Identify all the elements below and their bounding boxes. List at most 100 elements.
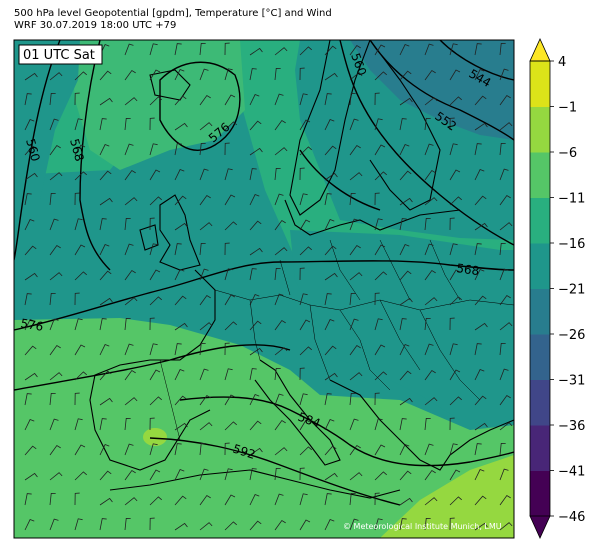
wind-barb xyxy=(274,167,281,181)
contour-low-scandinavia xyxy=(299,149,381,211)
wind-barb xyxy=(449,317,455,331)
wind-barb xyxy=(149,243,158,256)
wind-barb xyxy=(474,495,487,506)
colorbar-band--11 to -6 xyxy=(530,152,550,198)
contour-584 xyxy=(179,396,514,467)
wind-barb xyxy=(174,495,187,506)
map-frame xyxy=(13,39,515,539)
wind-barb xyxy=(374,218,383,231)
wind-barb xyxy=(424,343,434,356)
wind-barb xyxy=(149,417,155,431)
wind-barb xyxy=(99,244,110,256)
wind-barb xyxy=(274,93,284,106)
wind-barb xyxy=(474,295,487,306)
wind-barb xyxy=(74,318,83,331)
wind-barb xyxy=(49,445,61,456)
wind-barb xyxy=(149,443,158,456)
colorbar-tick-label: −11 xyxy=(558,192,585,207)
wind-barb xyxy=(474,469,485,481)
wind-barb xyxy=(224,394,236,406)
wind-barb xyxy=(499,222,513,231)
wind-barb xyxy=(174,43,182,56)
wind-barb xyxy=(124,197,138,206)
wind-barb xyxy=(224,521,237,531)
coastlines xyxy=(89,40,514,499)
wind-barb xyxy=(274,447,288,456)
wind-barb xyxy=(424,317,431,331)
wind-barb xyxy=(174,369,185,381)
wind-barb xyxy=(274,193,284,206)
wind-barb xyxy=(249,68,257,81)
wind-barb xyxy=(249,447,263,456)
wind-barb xyxy=(199,95,211,106)
colorbar-tick-label: −46 xyxy=(558,510,585,525)
colorbar-band--21 to -16 xyxy=(530,243,550,289)
wind-barb xyxy=(49,118,59,131)
temperature-band-west-cold xyxy=(14,40,80,230)
wind-barb xyxy=(474,443,482,456)
contour-560-west xyxy=(14,40,61,261)
wind-barb xyxy=(274,267,281,281)
wind-barb xyxy=(324,319,335,331)
wind-barb xyxy=(249,268,257,281)
wind-barb xyxy=(499,122,513,131)
wind-barb xyxy=(449,269,461,281)
colorbar-tick-label: −21 xyxy=(558,283,585,298)
map-panel: 544 552 560 560 568 568 576 576 584 592 … xyxy=(14,40,514,538)
wind-barb xyxy=(374,44,386,56)
wind-barb xyxy=(499,422,513,431)
wind-barb xyxy=(24,445,37,456)
wind-barb xyxy=(24,272,38,281)
wind-barb xyxy=(224,68,233,81)
wind-barb xyxy=(74,192,80,206)
wind-barb xyxy=(299,67,305,81)
wind-barb xyxy=(399,297,413,306)
wind-barb xyxy=(49,218,59,231)
wind-barb xyxy=(224,121,237,131)
wind-barb xyxy=(49,292,56,306)
wind-barb xyxy=(499,368,509,381)
wind-barb xyxy=(74,92,80,106)
wind-barb xyxy=(49,392,56,406)
wind-barb xyxy=(374,92,380,106)
wind-barb xyxy=(299,267,305,281)
colorbar-band--46 to -41 xyxy=(530,470,550,517)
wind-barb xyxy=(449,117,455,131)
wind-barb xyxy=(474,169,485,181)
wind-barb xyxy=(249,120,262,131)
wind-barb xyxy=(299,146,312,156)
wind-barb xyxy=(449,96,462,106)
wind-barb xyxy=(124,343,134,356)
wind-barb xyxy=(124,143,134,156)
wind-barb xyxy=(424,197,438,206)
colorbar-tick-label: −1 xyxy=(558,101,577,116)
wind-barb xyxy=(74,444,86,456)
wind-barb xyxy=(24,519,35,531)
colorbar-tick-label: −16 xyxy=(558,237,585,252)
wind-barb xyxy=(274,320,286,331)
wind-barb xyxy=(299,393,308,406)
wind-barb xyxy=(299,493,308,506)
wind-barb xyxy=(99,297,113,306)
wind-barb xyxy=(24,72,38,81)
wind-barb xyxy=(424,117,431,131)
contour-label: 592 xyxy=(231,442,257,462)
wind-barb xyxy=(399,170,412,181)
wind-barb xyxy=(399,470,412,481)
wind-barb xyxy=(299,246,312,256)
contour-label: 560 xyxy=(23,137,42,163)
wind-barb xyxy=(474,322,488,331)
wind-barb xyxy=(324,393,332,406)
wind-barb xyxy=(99,470,112,481)
contour-592 xyxy=(149,437,401,506)
wind-barb xyxy=(74,518,83,531)
wind-barb xyxy=(299,519,311,531)
wind-barb xyxy=(349,92,356,106)
wind-barb xyxy=(349,45,361,56)
wind-barb xyxy=(124,270,136,281)
wind-barb xyxy=(424,143,434,156)
wind-barb xyxy=(449,43,458,56)
wind-barb xyxy=(149,317,155,331)
wind-barb xyxy=(324,145,337,156)
